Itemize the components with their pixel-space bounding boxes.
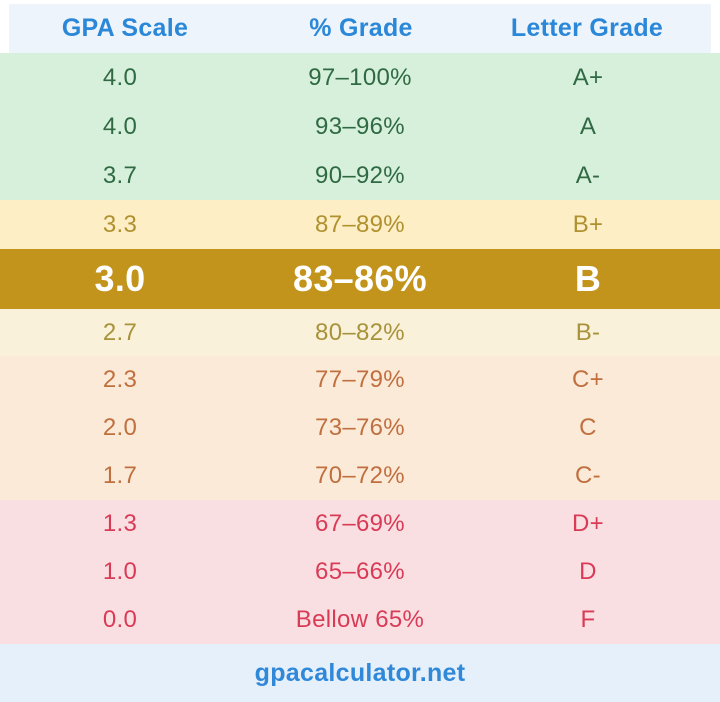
grade-row: 1.3 67–69% D+ — [0, 500, 720, 548]
gpa-value: 3.0 — [94, 258, 146, 299]
grade-row: 2.3 77–79% C+ — [0, 356, 720, 404]
letter-grade: C+ — [572, 366, 604, 393]
percent-range: 77–79% — [315, 366, 405, 393]
percent-range: 97–100% — [308, 63, 412, 91]
percent-range: 83–86% — [293, 258, 427, 299]
letter-grade: A- — [575, 161, 601, 189]
grade-row: 2.0 73–76% C — [0, 404, 720, 452]
gpa-value: 4.0 — [102, 63, 138, 91]
letter-grade: F — [580, 606, 596, 633]
grade-row: 1.0 65–66% D — [0, 548, 720, 596]
grade-row: 3.7 90–92% A- — [0, 151, 720, 200]
gpa-value: 3.7 — [102, 161, 138, 189]
percent-range: 67–69% — [315, 510, 405, 537]
site-link[interactable]: gpacalculator.net — [254, 658, 466, 687]
grade-row: 4.0 97–100% A+ — [0, 53, 720, 102]
percent-range: 70–72% — [315, 462, 405, 489]
grade-row: 0.0 Bellow 65% F — [0, 596, 720, 644]
letter-grade: B — [574, 258, 602, 299]
gpa-value: 3.3 — [102, 210, 138, 238]
grade-row: 2.7 80–82% B- — [0, 309, 720, 356]
grade-row: 4.0 93–96% A — [0, 102, 720, 151]
letter-grade: D+ — [572, 510, 604, 537]
grade-row: 1.7 70–72% C- — [0, 452, 720, 500]
gpa-value: 2.0 — [102, 414, 138, 441]
letter-grade: A+ — [572, 63, 604, 91]
percent-range: 93–96% — [315, 112, 405, 140]
percent-range: 80–82% — [315, 318, 405, 346]
grade-row: 3.3 87–89% B+ — [0, 200, 720, 249]
percent-range: Bellow 65% — [295, 606, 425, 633]
percent-range: 87–89% — [315, 210, 405, 238]
gpa-value: 2.7 — [102, 318, 138, 346]
letter-grade: D — [579, 558, 597, 585]
letter-grade: B- — [575, 318, 601, 346]
percent-range: 73–76% — [315, 414, 405, 441]
header-letter-grade: Letter Grade — [510, 14, 664, 42]
gpa-value: 1.7 — [102, 462, 138, 489]
gpa-value: 1.0 — [102, 558, 138, 585]
header-percent-grade: % Grade — [309, 14, 413, 42]
gpa-value: 2.3 — [102, 366, 138, 393]
header-gpa-scale: GPA Scale — [61, 14, 189, 42]
gpa-value: 0.0 — [102, 606, 138, 633]
percent-range: 90–92% — [315, 161, 405, 189]
gpa-value: 1.3 — [102, 510, 138, 537]
table-body: 4.0 97–100% A+ 4.0 93–96% A 3.7 90–92% A… — [0, 53, 720, 644]
letter-grade: C- — [575, 462, 601, 489]
gpa-value: 4.0 — [102, 112, 138, 140]
letter-grade: C — [579, 414, 597, 441]
site-footer: gpacalculator.net — [0, 644, 720, 702]
letter-grade: A — [579, 112, 597, 140]
percent-range: 65–66% — [315, 558, 405, 585]
table-header: GPA Scale % Grade Letter Grade — [0, 0, 720, 53]
grade-row-highlighted: 3.0 83–86% B — [0, 249, 720, 309]
letter-grade: B+ — [572, 210, 604, 238]
